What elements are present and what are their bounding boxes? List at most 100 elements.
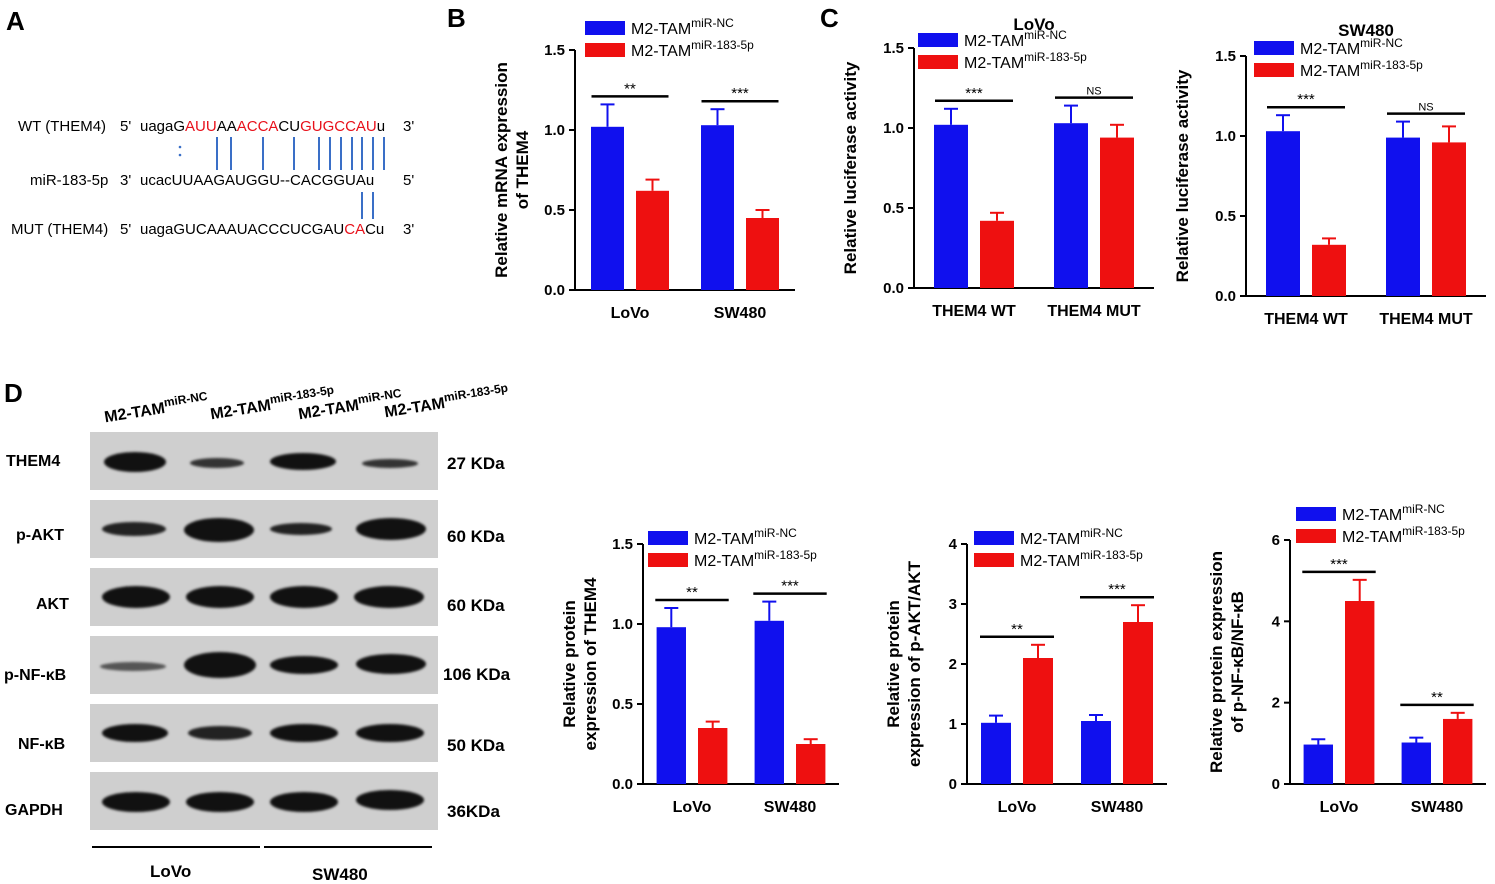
lane-header-3-base: M2-TAM xyxy=(297,397,361,424)
y-tick-label: 0.0 xyxy=(544,282,565,299)
y-tick-label: 0 xyxy=(1272,776,1280,793)
bar-sw480-mir-183-5p xyxy=(796,744,826,784)
panel-letter-b: B xyxy=(447,3,466,33)
significance-label: NS xyxy=(1086,86,1101,98)
significance-label: *** xyxy=(965,85,983,102)
significance-label: *** xyxy=(1330,556,1348,573)
mut-sequence-label: MUT (THEM4) xyxy=(11,221,109,238)
legend-swatch xyxy=(585,43,625,57)
wt-sequence-segment-3: AA xyxy=(216,118,237,135)
legend-label: M2-TAMmiR-183-5p xyxy=(964,50,1087,72)
y-axis-label: Relative luciferase activity xyxy=(841,61,860,274)
y-tick-label: 4 xyxy=(1272,613,1281,630)
lane-header-4-base: M2-TAM xyxy=(383,395,447,422)
y-tick-label: 0.5 xyxy=(612,696,633,713)
legend-swatch xyxy=(918,55,958,69)
mut-sequence-segment-2: Cu xyxy=(365,221,385,238)
panel-letter-a: A xyxy=(6,6,25,36)
significance-label: NS xyxy=(1418,102,1433,114)
y-tick-label: 6 xyxy=(1272,532,1280,549)
legend-label: M2-TAMmiR-183-5p xyxy=(1020,548,1143,570)
y-tick-label: 1.0 xyxy=(1215,128,1236,145)
lovo-underline xyxy=(92,846,260,848)
y-tick-label: 1.0 xyxy=(612,616,633,633)
legend-label: M2-TAMmiR-183-5p xyxy=(1300,58,1423,80)
mir-sequence-5prime: 5' xyxy=(403,172,415,189)
chart-d-protein-p-akt: 0 1 2 3 4 Relative protein expression of p-AKT… xyxy=(884,526,1167,816)
legend-swatch xyxy=(974,531,1014,545)
bar-sw480-mir-183-5p xyxy=(1443,718,1473,784)
y-tick-label: 0.5 xyxy=(544,202,565,219)
blot-size-3: 60 KDa xyxy=(447,596,505,615)
bar-lovo-mir-183-5p xyxy=(698,728,728,784)
blot-size-5: 50 KDa xyxy=(447,736,505,755)
x-category-label: THEM4 WT xyxy=(932,303,1016,320)
y-tick-label: 1.5 xyxy=(544,42,565,59)
legend-swatch xyxy=(1296,507,1336,521)
legend-swatch xyxy=(1254,63,1294,77)
legend-label: M2-TAMmiR-NC xyxy=(631,16,734,38)
y-axis-label: Relative protein expression of p-AKT/AKT xyxy=(884,560,924,767)
lovo-cell-label: LoVo xyxy=(150,862,192,881)
y-tick-label: 1.5 xyxy=(612,536,633,553)
x-category-label: SW480 xyxy=(1091,799,1144,816)
significance-label: ** xyxy=(1011,621,1023,638)
legend-label: M2-TAMmiR-183-5p xyxy=(1342,524,1465,546)
legend-swatch xyxy=(585,21,625,35)
blot-strip-akt xyxy=(90,568,438,626)
mut-sequence-5prime: 5' xyxy=(120,221,132,238)
y-axis-label: Relative protein expression of p-NF-κB/NF… xyxy=(1207,551,1247,773)
legend-swatch xyxy=(648,553,688,567)
chart-d-protein-p-nf-kb: 0 2 4 6 Relative protein expression of p-NF-κ… xyxy=(1207,502,1486,816)
x-category-label: SW480 xyxy=(764,799,817,816)
significance-label: ** xyxy=(1431,689,1443,706)
legend-swatch xyxy=(918,33,958,47)
blot-size-2: 60 KDa xyxy=(447,527,505,546)
wt-sequence-segment-0: uaga xyxy=(140,118,174,135)
bar-sw480-mir-nc xyxy=(701,125,734,290)
bar-lovo-mir-183-5p xyxy=(1345,601,1375,784)
mut-sequence: uagaGUCAAAUACCCUCGAUCACu xyxy=(140,221,384,238)
x-category-label: THEM4 WT xyxy=(1264,311,1348,328)
bar-lovo-mir-nc xyxy=(656,627,686,784)
blot-strip-them4 xyxy=(90,432,438,490)
chart-title: LoVo xyxy=(1013,15,1054,34)
significance-label: *** xyxy=(781,578,799,595)
mir-sequence-label: miR-183-5p xyxy=(30,172,109,189)
bar-lovo-mir-nc xyxy=(591,126,624,290)
blot-size-4: 106 KDa xyxy=(443,665,511,684)
y-tick-label: 0.0 xyxy=(612,776,633,793)
legend-label: M2-TAMmiR-NC xyxy=(1020,526,1123,548)
wt-sequence-segment-7: u xyxy=(376,118,386,135)
base-pairing-lines xyxy=(178,137,385,219)
x-category-label: THEM4 MUT xyxy=(1047,303,1141,320)
legend-swatch xyxy=(974,553,1014,567)
significance-label: ** xyxy=(686,584,698,601)
sw480-underline xyxy=(264,846,432,848)
y-tick-label: 4 xyxy=(949,536,958,553)
x-category-label: THEM4 MUT xyxy=(1379,311,1473,328)
significance-label: *** xyxy=(1108,581,1126,598)
legend-swatch xyxy=(1296,529,1336,543)
blot-row-label-6: GAPDH xyxy=(5,802,63,819)
y-tick-label: 1.0 xyxy=(544,122,565,139)
bar-lovo-mir-nc xyxy=(981,722,1011,784)
y-axis-label: Relative luciferase activity xyxy=(1173,69,1192,282)
bar-sw480-mir-183-5p xyxy=(1123,622,1153,784)
lane-header-1: M2-TAMmiR-NC xyxy=(103,389,210,427)
legend-label: M2-TAMmiR-NC xyxy=(1342,502,1445,524)
legend-label: M2-TAMmiR-183-5p xyxy=(694,548,817,570)
blot-strip-p-akt xyxy=(90,500,438,558)
chart-c-lovo-luciferase: LoVo 0.0 0.5 1.0 1.5 Relative luciferase acti… xyxy=(841,15,1154,320)
mir-sequence: ucacUUAAGAUGGU--CACGGUAu xyxy=(140,172,375,189)
blot-row-label-1: THEM4 xyxy=(6,453,61,470)
blot-row-label-5: NF-κB xyxy=(18,736,66,753)
bar-sw480-mir-nc xyxy=(754,620,784,784)
y-tick-label: 0.5 xyxy=(883,200,904,217)
mir-sequence-3prime: 3' xyxy=(120,172,132,189)
y-tick-label: 0.5 xyxy=(1215,208,1236,225)
significance-label: *** xyxy=(1297,91,1315,108)
lane-header-1-base: M2-TAM xyxy=(103,400,167,427)
wt-sequence-segment-5: CU xyxy=(278,118,301,135)
